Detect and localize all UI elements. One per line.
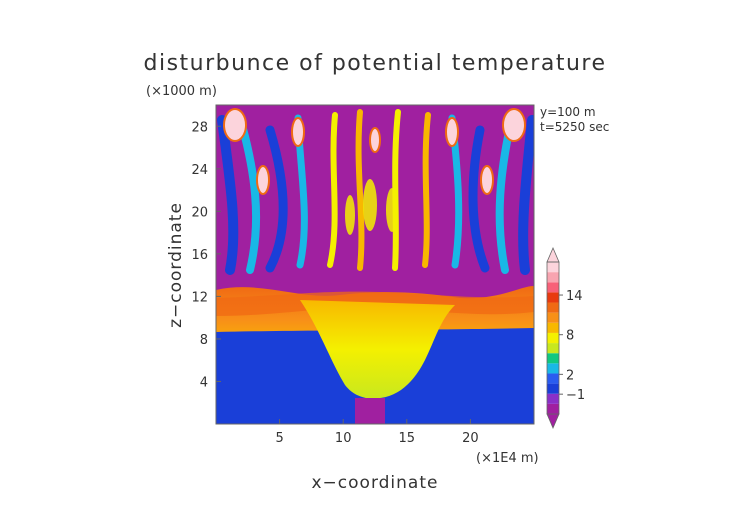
y-axis: 4 8 12 16 20 24 28 [191,120,221,390]
colorbar-swatch-3 [547,373,559,384]
colorbar-swatch-8 [547,322,559,333]
colorbar-frame [546,261,560,415]
colorbar-tick-label-0: −1 [566,388,585,403]
annotation-y: y=100 m [540,105,596,119]
colorbar-swatch-1 [547,393,559,404]
y-axis-label: z−coordinate [166,202,186,328]
x-tick-label-2: 15 [399,431,416,446]
colorbar-swatch-9 [547,312,559,323]
y-tick-label-2: 12 [191,290,208,305]
colorbar-tick-label-2: 8 [566,329,574,344]
y-unit-label: (×1000 m) [146,84,217,99]
annotation-t: t=5250 sec [540,120,609,134]
colorbar-swatch-2 [547,383,559,394]
chart-title: disturbunce of potential temperature [144,51,607,76]
colorbar-swatch-6 [547,343,559,354]
colorbar-swatch-11 [547,292,559,303]
plot-area [215,104,535,425]
y-tick-label-0: 4 [200,375,208,390]
colorbar-tick-label-1: 2 [566,368,574,383]
y-tick-label-6: 28 [191,120,208,135]
x-tick-label-1: 10 [335,431,352,446]
y-tick-label-5: 24 [191,163,208,178]
colorbar-lower-arrow [546,413,560,430]
colorbar-swatch-14 [547,262,559,273]
colorbar-swatch-5 [547,353,559,364]
colorbar-swatch-7 [547,332,559,344]
colorbar-swatch-13 [547,272,559,283]
y-tick-label-1: 8 [200,333,208,348]
y-tick-label-3: 16 [191,248,208,263]
colorbar-swatch-0 [547,403,559,414]
x-tick-label-0: 5 [275,431,283,446]
colorbar-tick-label-3: 14 [566,289,583,304]
x-unit-label: (×1E4 m) [476,451,539,466]
x-tick-label-3: 20 [462,431,479,446]
colorbar-swatch-12 [547,282,559,293]
y-tick-label-4: 20 [191,205,208,220]
colorbar-upper-arrow [546,246,560,263]
x-axis: 5 10 15 20 [275,419,479,446]
x-axis-label: x−coordinate [312,473,439,493]
colorbar-swatch-4 [547,363,559,374]
colorbar: −1 2 8 14 [546,246,585,430]
colorbar-swatch-10 [547,302,559,313]
heatmap-field [216,105,534,424]
